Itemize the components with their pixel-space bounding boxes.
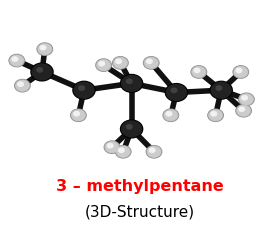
Circle shape (78, 86, 85, 91)
Circle shape (237, 106, 251, 117)
Circle shape (239, 94, 254, 106)
Circle shape (235, 68, 242, 74)
Circle shape (143, 57, 160, 70)
Circle shape (149, 148, 156, 153)
Circle shape (73, 111, 80, 117)
Circle shape (38, 44, 52, 56)
Circle shape (209, 110, 223, 121)
Circle shape (165, 111, 172, 117)
Circle shape (239, 94, 253, 106)
Circle shape (162, 109, 179, 123)
Circle shape (36, 68, 43, 73)
Circle shape (71, 110, 85, 121)
Circle shape (120, 120, 143, 139)
Circle shape (115, 146, 131, 158)
Circle shape (121, 75, 142, 93)
Circle shape (165, 84, 188, 103)
Circle shape (105, 142, 119, 153)
Circle shape (71, 109, 86, 122)
Circle shape (163, 109, 179, 122)
Circle shape (210, 111, 217, 117)
Circle shape (126, 79, 133, 85)
Circle shape (209, 81, 233, 100)
Circle shape (9, 55, 25, 68)
Text: (3D-Structure): (3D-Structure) (85, 204, 195, 219)
Circle shape (30, 63, 54, 82)
Circle shape (120, 74, 143, 94)
Circle shape (104, 141, 120, 154)
Circle shape (143, 57, 159, 70)
Circle shape (238, 107, 245, 113)
Circle shape (96, 59, 111, 72)
Circle shape (236, 105, 251, 118)
Circle shape (118, 148, 125, 153)
Circle shape (37, 44, 53, 56)
Circle shape (193, 68, 200, 74)
Circle shape (191, 66, 207, 79)
Circle shape (171, 88, 178, 94)
Circle shape (15, 80, 30, 93)
Circle shape (73, 82, 95, 99)
Circle shape (208, 109, 223, 122)
Circle shape (126, 124, 133, 130)
Circle shape (144, 58, 158, 69)
Circle shape (107, 143, 114, 149)
Circle shape (11, 57, 18, 63)
Circle shape (95, 59, 112, 73)
Circle shape (235, 104, 252, 118)
Circle shape (233, 66, 249, 79)
Circle shape (39, 46, 46, 51)
Circle shape (207, 109, 224, 123)
Circle shape (15, 81, 29, 92)
Circle shape (166, 84, 187, 102)
Circle shape (14, 79, 31, 93)
Circle shape (97, 60, 111, 72)
Circle shape (115, 145, 132, 159)
Circle shape (8, 54, 25, 68)
Circle shape (104, 141, 120, 154)
Circle shape (121, 121, 142, 138)
Circle shape (113, 58, 127, 69)
Circle shape (164, 110, 178, 121)
Circle shape (147, 146, 161, 158)
Circle shape (10, 56, 24, 67)
Circle shape (146, 145, 162, 159)
Circle shape (113, 57, 128, 70)
Circle shape (36, 43, 53, 57)
Circle shape (241, 96, 248, 101)
Circle shape (31, 64, 53, 81)
Circle shape (211, 82, 232, 99)
Circle shape (112, 57, 129, 70)
Circle shape (72, 81, 96, 100)
Circle shape (115, 59, 122, 65)
Circle shape (98, 62, 105, 67)
Circle shape (146, 146, 162, 158)
Circle shape (190, 66, 207, 79)
Circle shape (232, 66, 249, 79)
Circle shape (146, 59, 153, 65)
Circle shape (234, 67, 248, 78)
Text: 3 – methylpentane: 3 – methylpentane (56, 179, 224, 194)
Circle shape (17, 82, 24, 88)
Circle shape (215, 86, 222, 91)
Circle shape (238, 93, 255, 107)
Circle shape (70, 109, 87, 123)
Circle shape (116, 146, 130, 158)
Circle shape (192, 67, 206, 78)
